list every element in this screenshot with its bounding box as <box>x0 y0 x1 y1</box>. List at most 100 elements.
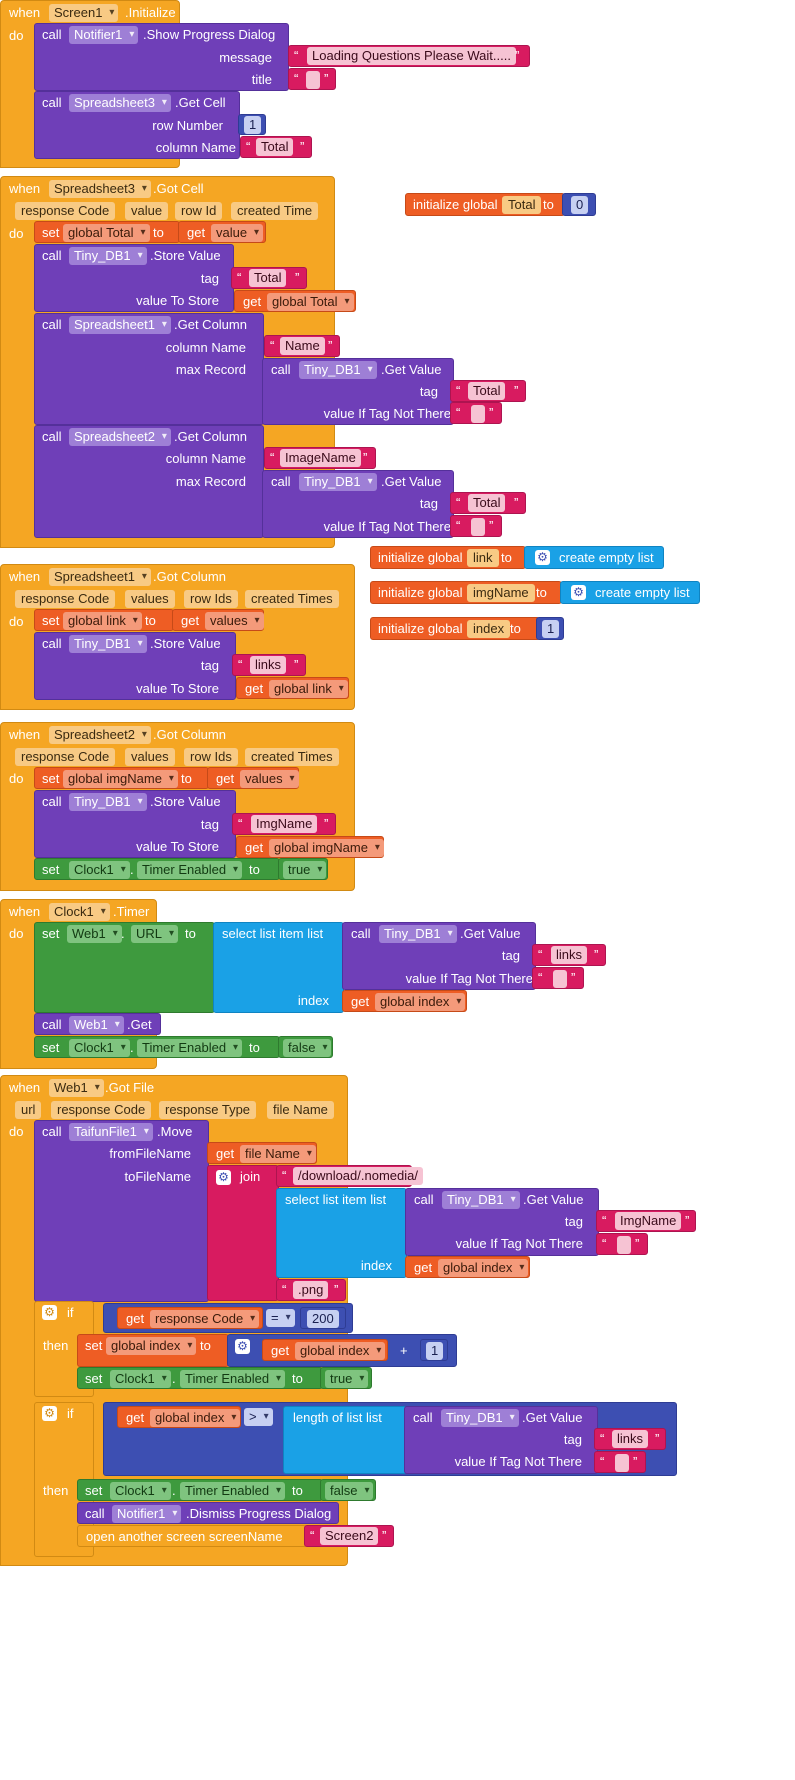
param-row-ids[interactable]: row Ids <box>184 748 238 766</box>
screen2-text-block[interactable]: “ Screen2 ” <box>304 1525 394 1547</box>
screen2-string[interactable]: Screen2 <box>320 1527 379 1545</box>
clock1-dropdown[interactable]: Clock1 <box>110 1482 171 1500</box>
init-global-total-block[interactable]: initialize global Total to <box>405 193 565 216</box>
global-total-dropdown[interactable]: global Total <box>267 293 354 311</box>
empty-string[interactable] <box>553 970 567 988</box>
var-name-index[interactable]: index <box>467 620 511 638</box>
imgname-text-block-2[interactable]: “ ImgName ” <box>596 1210 696 1232</box>
param-response-type[interactable]: response Type <box>159 1101 257 1119</box>
get-global-total-block[interactable]: get global Total <box>234 290 356 312</box>
value-dropdown[interactable]: value <box>211 224 264 242</box>
get-file-name-block[interactable]: get file Name <box>207 1142 317 1164</box>
param-created-times[interactable]: created Times <box>245 748 339 766</box>
empty-text-block[interactable]: “ ” <box>450 402 502 424</box>
tinydb-store-value-block[interactable]: call Tiny_DB1 .Store Value tag value To … <box>34 244 234 312</box>
imagename-string[interactable]: ImageName <box>280 449 361 467</box>
name-string[interactable]: Name <box>280 337 325 355</box>
spreadsheet2-get-column-block[interactable]: call Spreadsheet2 .Get Column column Nam… <box>34 425 264 538</box>
false-dropdown[interactable]: false <box>283 1039 332 1057</box>
spreadsheet1-dropdown[interactable]: Spreadsheet1 <box>69 316 171 334</box>
links-text-block-2[interactable]: “ links ” <box>532 944 606 966</box>
web1-dropdown[interactable]: Web1 <box>49 1079 104 1097</box>
gear-icon[interactable]: ⚙ <box>535 550 550 565</box>
param-values[interactable]: values <box>125 590 175 608</box>
imgname-string[interactable]: ImgName <box>251 815 318 833</box>
init-global-link-block[interactable]: initialize global link to <box>370 546 526 569</box>
param-response-code[interactable]: response Code <box>15 202 116 220</box>
select-list-item-block-2[interactable]: select list item list index <box>276 1188 407 1278</box>
tinydb-dropdown[interactable]: Tiny_DB1 <box>299 473 377 491</box>
tinydb-dropdown[interactable]: Tiny_DB1 <box>441 1409 519 1427</box>
total-text-block[interactable]: “ Total ” <box>450 380 526 402</box>
links-string[interactable]: links <box>551 946 588 964</box>
timer-enabled-dropdown[interactable]: Timer Enabled <box>180 1370 286 1388</box>
imgname-text-block[interactable]: “ ImgName ” <box>232 813 336 835</box>
value-1-block[interactable]: 1 <box>420 1339 448 1361</box>
gear-icon[interactable]: ⚙ <box>42 1406 57 1421</box>
get-values-block-2[interactable]: get values <box>207 767 299 789</box>
get-global-index-block[interactable]: get global index <box>342 990 467 1012</box>
timer-enabled-dropdown[interactable]: Timer Enabled <box>137 1039 243 1057</box>
total-text-block-2[interactable]: “ Total ” <box>450 492 526 514</box>
tag-string[interactable]: Total <box>249 269 287 287</box>
greater-than-operator-dropdown[interactable]: > <box>244 1408 273 1426</box>
length-of-list-block[interactable]: length of list list <box>283 1406 407 1474</box>
global-index-dropdown[interactable]: global index <box>106 1337 197 1355</box>
links-string[interactable]: links <box>612 1430 649 1448</box>
column-text-block[interactable]: “ Total ” <box>240 136 312 158</box>
global-index-dropdown[interactable]: global index <box>438 1259 529 1277</box>
set-clock-timer-enabled-block-3[interactable]: set Clock1 . Timer Enabled to <box>77 1367 323 1389</box>
gear-icon[interactable]: ⚙ <box>216 1170 231 1185</box>
tinydb-get-value-block[interactable]: call Tiny_DB1 .Get Value tag value If Ta… <box>262 358 454 425</box>
create-empty-list-block[interactable]: ⚙ create empty list <box>524 546 664 569</box>
param-value[interactable]: value <box>125 202 169 220</box>
title-text-block[interactable]: “ ” <box>288 68 336 90</box>
empty-string[interactable] <box>471 405 485 423</box>
clock1-dropdown[interactable]: Clock1 <box>69 1039 130 1057</box>
values-dropdown[interactable]: values <box>240 770 299 788</box>
global-link-dropdown[interactable]: global link <box>269 680 348 698</box>
tag-text-block[interactable]: “ Total ” <box>231 267 307 289</box>
message-text-block[interactable]: “ Loading Questions Please Wait..... ” <box>288 45 530 67</box>
get-values-block[interactable]: get values <box>172 609 264 631</box>
var-name-total[interactable]: Total <box>502 196 542 214</box>
get-global-index-block-2[interactable]: get global index <box>405 1256 530 1278</box>
show-progress-dialog-block[interactable]: call Notifier1 .Show Progress Dialog mes… <box>34 23 289 91</box>
clock1-dropdown[interactable]: Clock1 <box>49 903 110 921</box>
global-index-dropdown[interactable]: global index <box>150 1409 241 1427</box>
png-string[interactable]: .png <box>293 1281 329 1299</box>
var-name-link[interactable]: link <box>467 549 499 567</box>
path-string[interactable]: /download/.nomedia/ <box>293 1167 423 1185</box>
get-global-link-block[interactable]: get global link <box>236 677 349 699</box>
dismiss-progress-dialog-block[interactable]: call Notifier1 .Dismiss Progress Dialog <box>77 1502 339 1524</box>
spreadsheet1-get-column-block[interactable]: call Spreadsheet1 .Get Column column Nam… <box>34 313 264 425</box>
file-name-dropdown[interactable]: file Name <box>240 1145 316 1163</box>
tinydb-dropdown[interactable]: Tiny_DB1 <box>69 635 147 653</box>
global-index-dropdown[interactable]: global index <box>375 993 466 1011</box>
spreadsheet2-dropdown[interactable]: Spreadsheet2 <box>69 428 171 446</box>
tinydb-get-value-block-2[interactable]: call Tiny_DB1 .Get Value tag value If Ta… <box>262 470 454 538</box>
number-value[interactable]: 1 <box>542 620 560 638</box>
spreadsheet3-dropdown[interactable]: Spreadsheet3 <box>49 180 151 198</box>
init-index-value[interactable]: 1 <box>536 617 564 640</box>
tinydb-store-value-block-3[interactable]: call Tiny_DB1 .Store Value tag value To … <box>34 790 236 858</box>
tinydb-get-value-block-5[interactable]: call Tiny_DB1 .Get Value tag value If Ta… <box>404 1406 598 1474</box>
param-response-code[interactable]: response Code <box>15 590 116 608</box>
empty-text-block-3[interactable]: “ ” <box>532 967 584 989</box>
spreadsheet3-get-cell-block[interactable]: call Spreadsheet3 .Get Cell row Number c… <box>34 91 240 159</box>
clock1-dropdown[interactable]: Clock1 <box>69 861 130 879</box>
empty-string[interactable] <box>471 518 485 536</box>
param-response-code[interactable]: response Code <box>51 1101 152 1119</box>
false-block[interactable]: false <box>278 1036 333 1058</box>
true-block[interactable]: true <box>278 858 328 880</box>
number-value[interactable]: 0 <box>571 196 589 214</box>
set-global-total-block[interactable]: set global Total to <box>34 221 180 243</box>
create-empty-list-block-2[interactable]: ⚙ create empty list <box>560 581 700 604</box>
tinydb-dropdown[interactable]: Tiny_DB1 <box>69 793 147 811</box>
web1-get-block[interactable]: call Web1 .Get <box>34 1013 161 1035</box>
message-string[interactable]: Loading Questions Please Wait..... <box>307 47 516 65</box>
get-global-index-block-3[interactable]: get global index <box>262 1339 388 1361</box>
number-value[interactable]: 200 <box>307 1310 339 1328</box>
empty-string[interactable] <box>615 1454 629 1472</box>
init-global-imgname-block[interactable]: initialize global imgName to <box>370 581 562 604</box>
